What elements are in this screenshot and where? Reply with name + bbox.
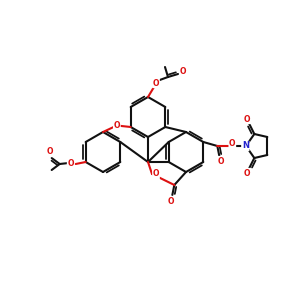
Text: O: O: [218, 157, 225, 166]
Text: O: O: [229, 140, 236, 148]
Text: O: O: [68, 158, 74, 167]
Text: O: O: [153, 169, 159, 178]
Text: O: O: [114, 121, 120, 130]
Text: O: O: [46, 148, 53, 157]
Text: O: O: [244, 169, 250, 178]
Text: O: O: [244, 115, 250, 124]
Text: O: O: [168, 196, 175, 206]
Text: N: N: [242, 142, 249, 151]
Text: O: O: [153, 79, 159, 88]
Text: O: O: [180, 68, 186, 76]
